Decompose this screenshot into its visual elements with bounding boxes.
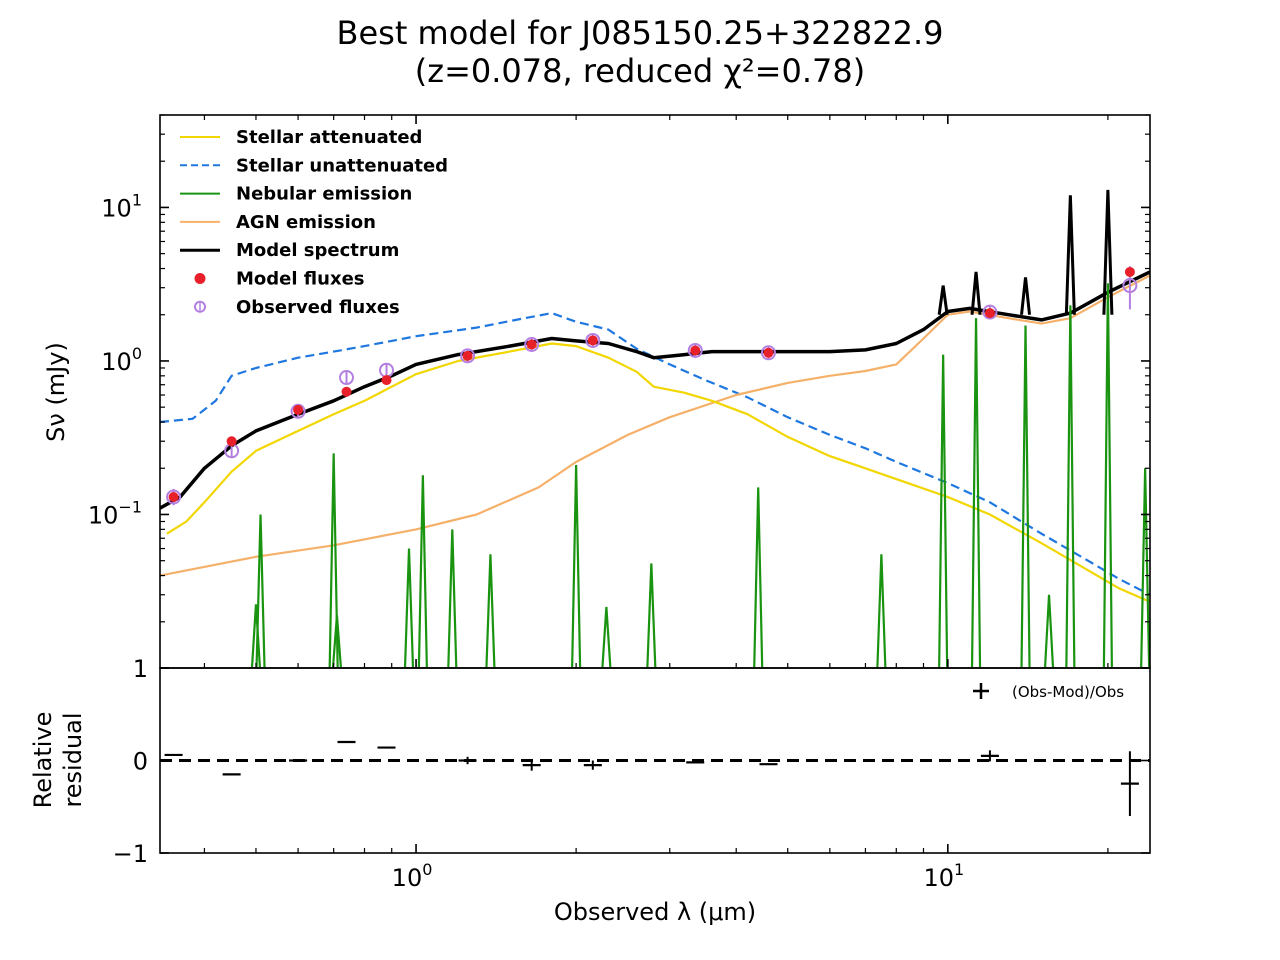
nebular-line-4 [403,548,415,668]
observed-flux-point-11 [1122,278,1138,294]
model-flux-point-8 [690,345,701,356]
legend-label-model-fluxes: Model fluxes [236,269,365,290]
y-tick-label-2: 10−1 [88,497,142,529]
legend-label-nebular-emission: Nebular emission [236,184,412,205]
model-flux-point-6 [526,339,537,350]
model-peak-3 [1064,195,1076,315]
nebular-line-3 [331,615,343,668]
model-flux-point-5 [462,350,473,361]
y-tick-label-0: 101 [101,190,142,222]
observed-flux-point-6 [524,336,540,352]
model-flux-point-3 [341,386,352,397]
nebular-line-6 [447,529,458,668]
model-flux-point-11 [1124,266,1135,277]
model-peak-0 [937,285,949,315]
model-flux-point-1 [226,436,237,447]
nebular-line-19 [1140,468,1150,668]
observed-flux-point-10 [982,304,998,320]
nebular-line-11 [753,487,764,668]
legend-label-stellar-attenuated: Stellar attenuated [236,127,422,148]
nebular-line-9 [601,606,612,668]
x-tick-label-0: 100 [392,860,433,892]
nebular-line-5 [417,475,428,668]
observed-flux-point-3 [339,370,355,386]
nebular-line-16 [1043,594,1055,668]
model-peak-1 [970,271,982,315]
stellar-unattenuated-line [160,312,1150,596]
nebular-line-15 [1020,325,1031,668]
legend-swatch-observed-fluxes [194,300,206,313]
observed-flux-point-9 [760,345,776,361]
model-flux-point-0 [168,491,179,502]
model-flux-point-10 [984,308,995,319]
nebular-line-2 [328,453,339,668]
chart-title-line1: Best model for J085150.25+322822.9 [336,14,944,52]
nebular-line-0 [250,604,262,668]
legend-label-model-spectrum: Model spectrum [236,240,399,261]
nebular-line-14 [970,318,982,668]
observed-flux-point-2 [290,403,306,419]
nebular-line-7 [485,554,496,668]
nebular-line-1 [255,514,266,668]
legend-label-agn-emission: AGN emission [236,212,376,233]
nebular-line-8 [571,464,582,668]
model-flux-point-7 [587,335,598,346]
residual-legend-label: (Obs-Mod)/Obs [1012,683,1124,701]
legend-swatch-model-fluxes [194,273,206,284]
residual-y-tick-label-2: −1 [113,840,148,868]
nebular-line-18 [1102,283,1113,668]
legend-label-observed-fluxes: Observed fluxes [236,297,400,318]
model-peak-2 [1020,277,1032,315]
nebular-line-13 [938,354,949,668]
stellar-attenuated-line [166,342,1150,603]
model-peak-4 [1102,189,1114,315]
y-tick-label-1: 100 [101,344,142,376]
nebular-line-10 [646,563,657,668]
x-tick-label-1: 101 [923,860,964,892]
x-axis-label: Observed λ (μm) [553,898,757,926]
observed-flux-point-7 [585,332,601,348]
residual-y-tick-label-1: 0 [133,748,148,776]
chart-title-line2: (z=0.078, reduced χ²=0.78) [414,52,866,90]
nebular-line-17 [1065,305,1076,668]
nebular-line-12 [876,554,887,668]
model-flux-point-4 [381,375,392,386]
observed-flux-point-5 [460,348,476,364]
model-flux-point-9 [763,347,774,358]
legend-label-stellar-unattenuated: Stellar unattenuated [236,155,448,176]
agn-emission-line [160,274,1150,577]
model-flux-point-2 [293,404,304,415]
observed-flux-point-0 [166,489,182,505]
residual-y-tick-label-0: 1 [133,655,148,683]
observed-flux-point-8 [687,342,703,358]
